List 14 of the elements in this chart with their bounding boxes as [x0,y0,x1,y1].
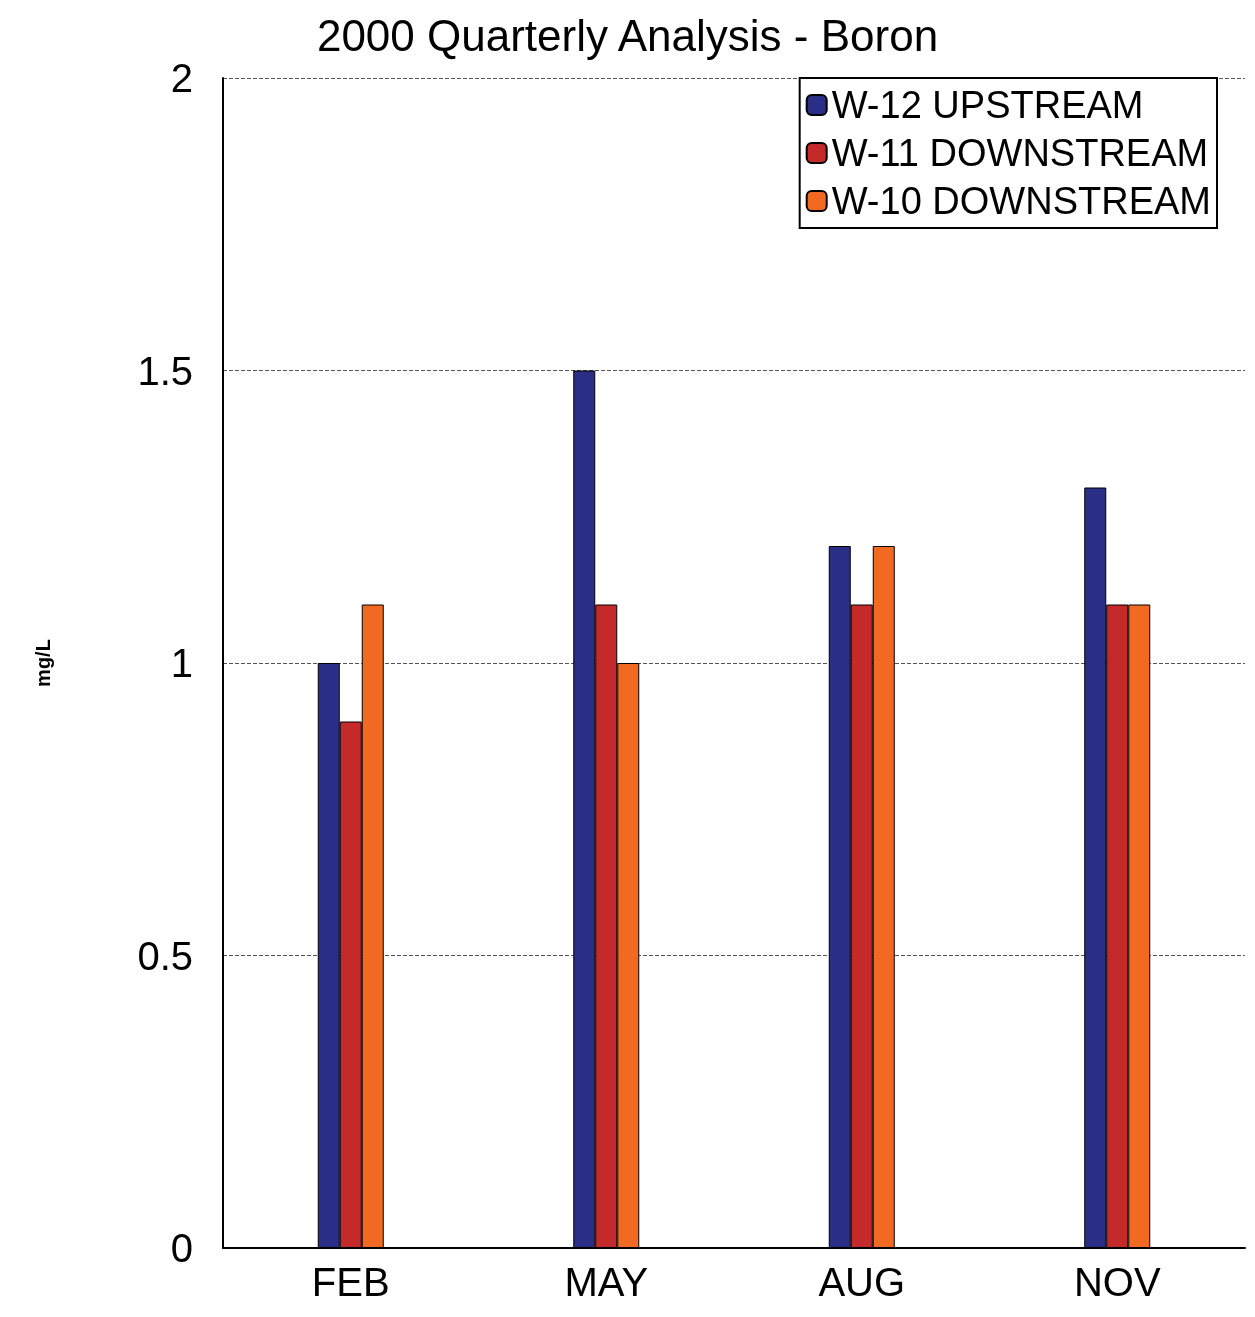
y-tick-label: 0.5 [137,933,193,978]
y-axis-title: mg/L [32,639,54,687]
y-tick-label: 1.5 [137,348,193,393]
legend-label: W-10 DOWNSTREAM [831,180,1212,222]
legend-label: W-11 DOWNSTREAM [831,132,1209,174]
x-tick-label: NOV [1073,1260,1161,1304]
y-tick-label: 2 [170,56,193,100]
x-tick-label: AUG [818,1260,906,1304]
x-tick-label: FEB [311,1260,390,1304]
legend-label: W-12 UPSTREAM [831,84,1144,126]
x-tick-label: MAY [564,1260,649,1304]
y-tick-label: 1 [170,641,193,685]
y-tick-label: 0 [170,1226,193,1270]
chart-title: 2000 Quarterly Analysis - Boron [316,10,939,60]
